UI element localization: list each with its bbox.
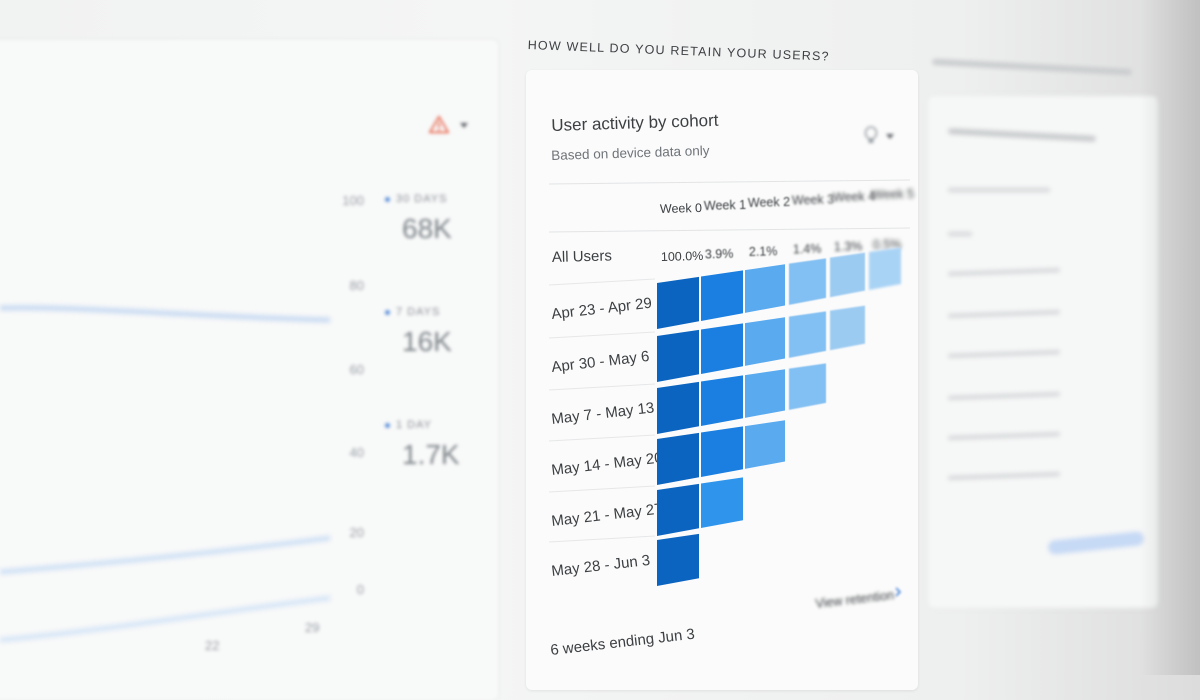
cohort-cell[interactable] — [701, 323, 743, 374]
all-users-pct: 0.5% — [873, 237, 902, 252]
users-trend-chart — [0, 305, 330, 643]
warning-triangle-icon — [428, 115, 450, 134]
x-axis-label: 29 — [305, 620, 320, 635]
stat-label: 30 DAYS — [396, 193, 448, 205]
insights-menu-button[interactable] — [864, 126, 894, 146]
view-retention-link[interactable]: View retention — [815, 588, 895, 611]
cohort-cell[interactable] — [657, 533, 699, 586]
cohort-cell[interactable] — [701, 375, 743, 426]
cohort-cell[interactable] — [745, 264, 785, 313]
cohort-cell[interactable] — [789, 363, 826, 410]
cohort-cell[interactable] — [869, 247, 901, 291]
y-axis-label: 100 — [342, 193, 364, 208]
all-users-label: All Users — [552, 247, 612, 266]
users-overview-card — [0, 40, 498, 700]
cohort-cell[interactable] — [789, 311, 826, 358]
date-range-label: 6 weeks ending Jun 3 — [550, 626, 696, 659]
all-users-pct: 3.9% — [705, 247, 734, 262]
lightbulb-icon — [864, 126, 878, 143]
cohort-row-label: Apr 23 - Apr 29 — [551, 295, 653, 323]
y-axis-label: 60 — [349, 362, 364, 377]
side-list-item — [948, 232, 972, 236]
cohort-cell[interactable] — [745, 420, 785, 469]
row-divider — [548, 485, 656, 493]
y-axis-label: 40 — [349, 445, 364, 460]
y-axis-label: 20 — [349, 525, 364, 540]
trend-line-7-days — [0, 535, 330, 575]
cohort-row-label: Apr 30 - May 6 — [551, 348, 651, 376]
row-divider — [548, 535, 656, 543]
screen-edge-shade — [1140, 0, 1200, 675]
y-axis-label: 0 — [356, 582, 364, 597]
stat-label: 1 DAY — [396, 419, 432, 431]
cohort-cell[interactable] — [701, 426, 743, 477]
row-divider — [548, 331, 656, 339]
all-users-pct: 2.1% — [749, 244, 778, 259]
all-users-pct: 1.4% — [793, 242, 822, 257]
cohort-cell[interactable] — [745, 317, 785, 366]
cohort-cell[interactable] — [830, 305, 865, 351]
stat-value: 1.7K — [402, 439, 460, 470]
x-axis-label: 22 — [205, 638, 220, 653]
cohort-row-label: May 21 - May 27 — [551, 500, 664, 530]
row-divider — [548, 383, 656, 391]
stat-30-days: 30 DAYS 68K — [385, 193, 452, 245]
trend-line-1-day — [0, 595, 330, 643]
cohort-row-label: May 28 - Jun 3 — [551, 552, 652, 580]
cohort-cell[interactable] — [830, 252, 865, 298]
series-dot — [385, 309, 390, 315]
cohort-cell[interactable] — [657, 381, 699, 434]
cohort-cell[interactable] — [657, 483, 699, 536]
cohort-cell[interactable] — [745, 369, 785, 418]
all-users-pct: 100.0% — [661, 249, 704, 264]
week-header: Week 4 — [833, 189, 876, 204]
week-header: Week 3 — [792, 192, 835, 207]
week-header: Week 0 — [660, 201, 703, 216]
alert-button[interactable] — [418, 103, 478, 147]
stat-7-days: 7 DAYS 16K — [385, 306, 452, 358]
series-dot — [385, 422, 390, 428]
week-header: Week 1 — [704, 198, 747, 213]
stat-value: 68K — [402, 213, 452, 244]
row-divider — [548, 278, 656, 286]
chevron-down-icon — [460, 122, 468, 128]
chevron-down-icon — [886, 133, 894, 139]
cohort-row-label: May 14 - May 20 — [551, 449, 664, 479]
cohort-row-label: May 7 - May 13 — [551, 399, 656, 428]
cohort-cell[interactable] — [701, 477, 743, 528]
y-axis-label: 80 — [349, 278, 364, 293]
stat-label: 7 DAYS — [396, 306, 441, 318]
series-dot — [385, 196, 390, 202]
side-subtitle — [948, 188, 1050, 192]
cohort-cell[interactable] — [657, 329, 699, 382]
cohort-cell[interactable] — [657, 276, 699, 329]
arrow-right-icon[interactable] — [895, 587, 902, 597]
week-header: Week 5 — [872, 187, 915, 202]
trend-line-30-days — [0, 305, 330, 323]
cohort-cell[interactable] — [789, 258, 826, 305]
stat-value: 16K — [402, 326, 452, 357]
header-divider — [548, 179, 911, 185]
row-divider — [548, 434, 656, 442]
header-divider — [548, 227, 911, 233]
cohort-cell[interactable] — [657, 432, 699, 485]
stat-1-day: 1 DAY 1.7K — [385, 419, 460, 471]
all-users-pct: 1.3% — [834, 239, 863, 254]
cohort-cell[interactable] — [701, 270, 743, 321]
week-header: Week 2 — [748, 195, 791, 210]
